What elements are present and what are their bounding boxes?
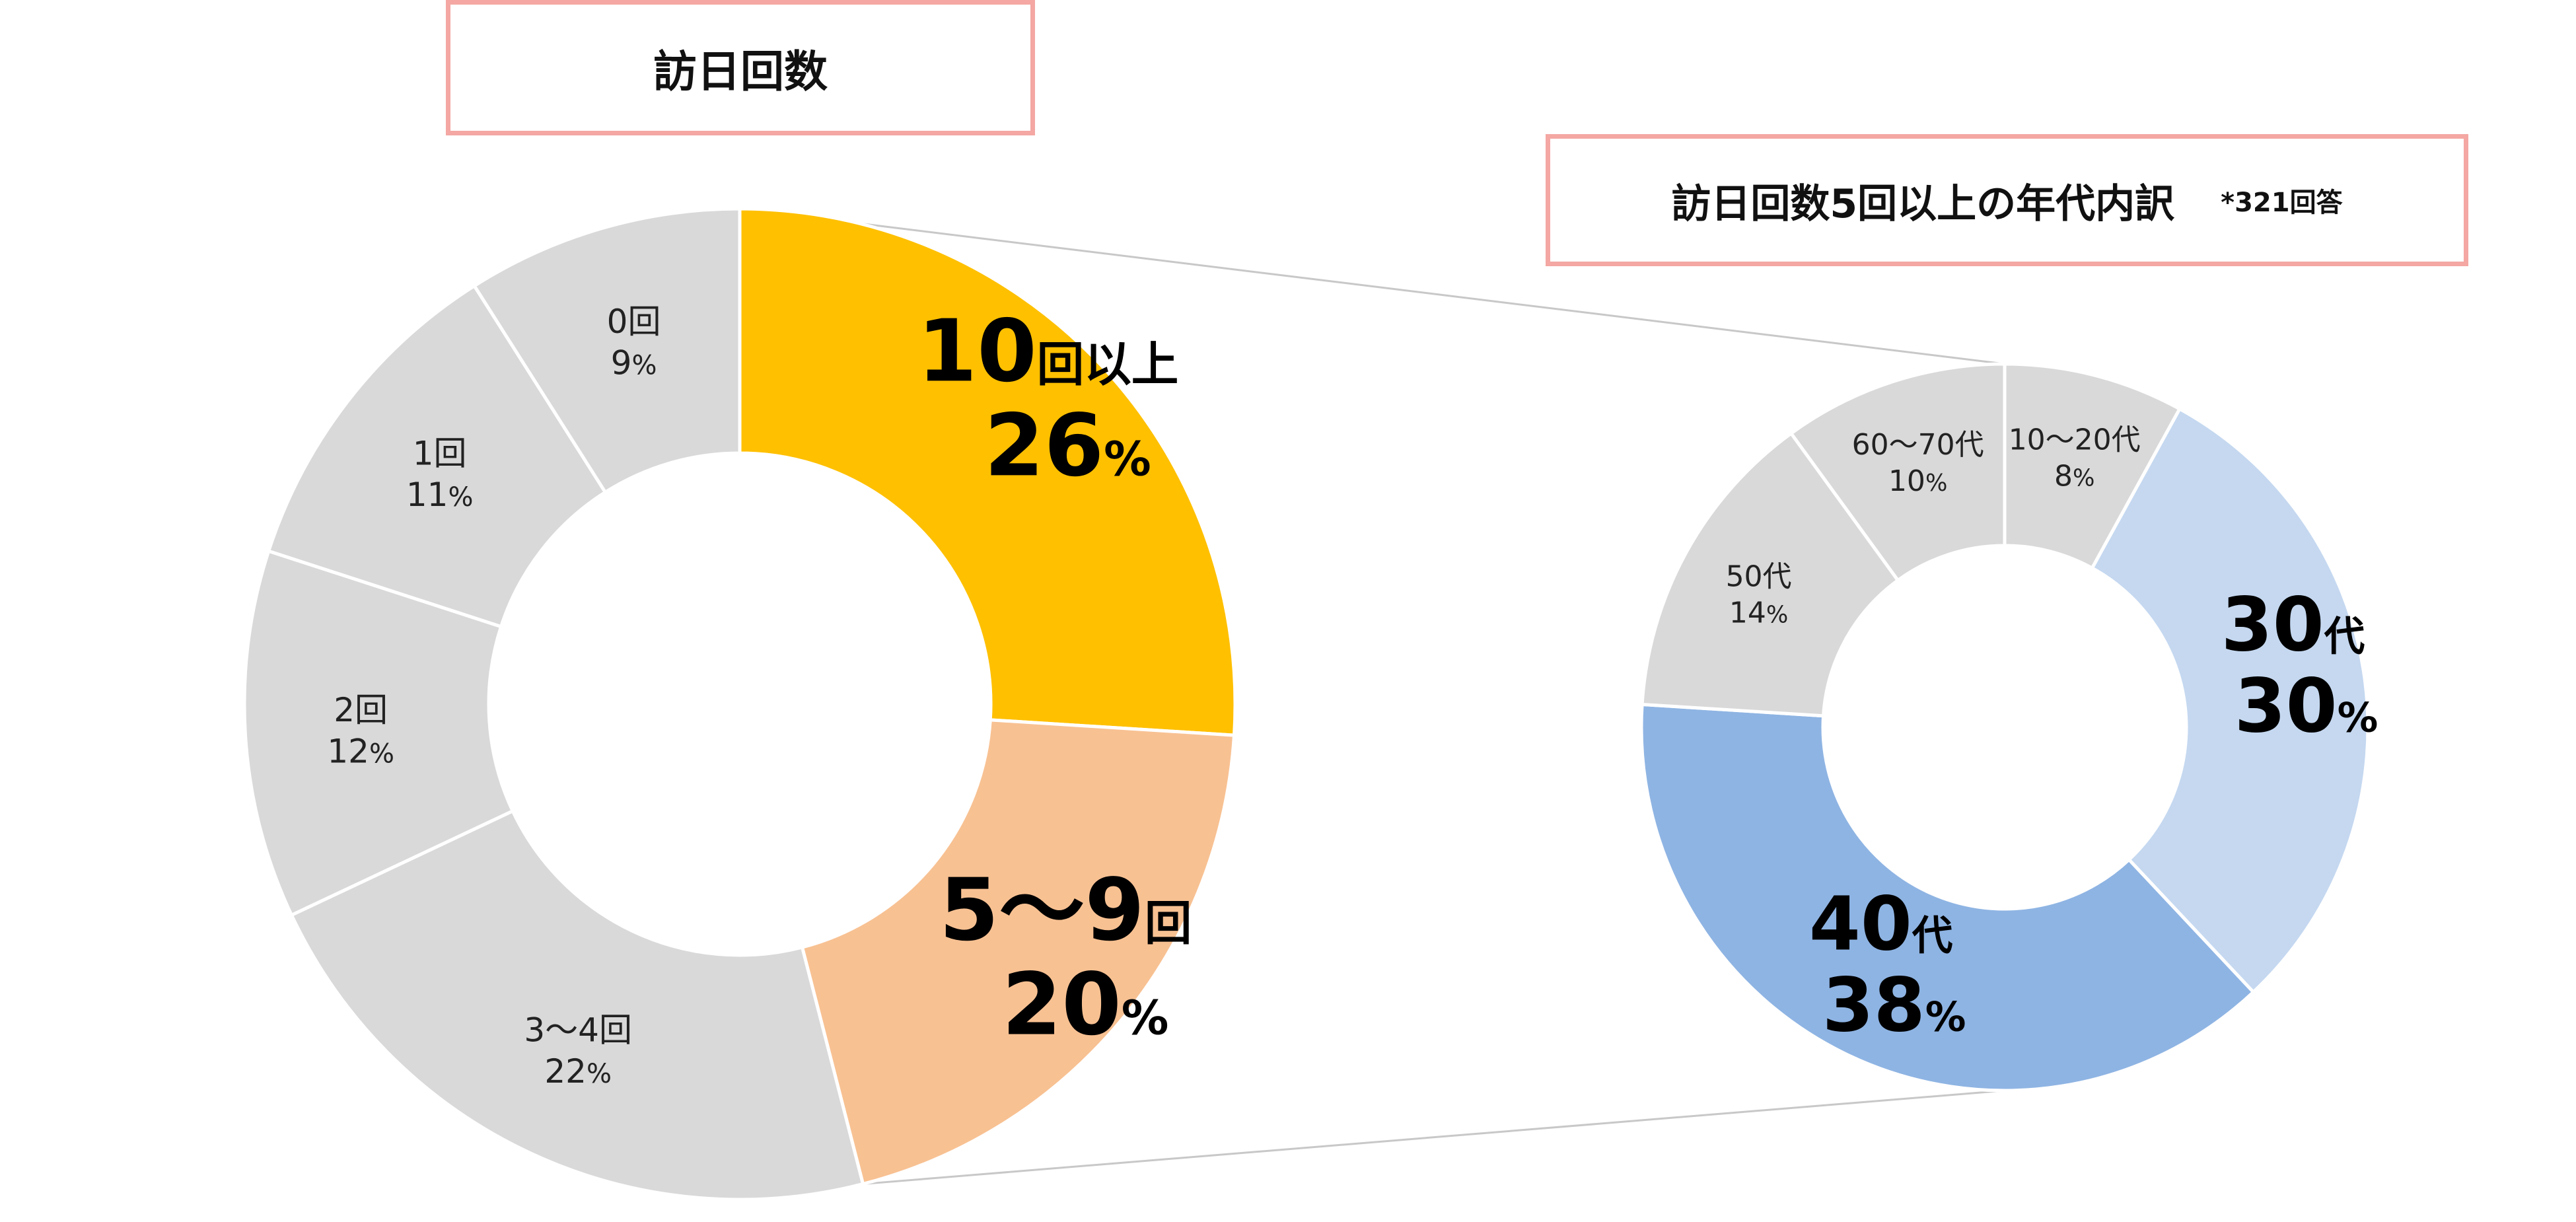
donut0-label-3-4-times: 3〜4回 [524,1011,632,1049]
chart-title-visits: 訪日回数 [446,0,1035,135]
response-count-note: *321回答 [2221,188,2343,218]
donut0-value-10-plus: 26% [984,395,1151,495]
donut0-slice-10-plus [738,207,1237,737]
chart-title-age-breakdown: 訪日回数5回以上の年代内訳 *321回答 [1546,134,2468,266]
donut0-value-0-times: 9% [611,343,657,382]
donut1-label-40s: 40代 [1809,882,1953,968]
donut1-value-40s: 38% [1822,963,1966,1049]
donut1-slice-40s [1639,702,2256,1093]
donut1-slice-50s [1640,431,1900,718]
donut1-value-50s: 14% [1729,596,1788,629]
donut1-label-60-70s: 60〜70代 [1852,428,1984,462]
donut1-label-30s: 30代 [2221,582,2365,668]
donut0-slice-5-9-times [800,718,1236,1186]
donut0-slice-2-times [242,549,515,917]
connector-line-bottom [863,1089,2005,1185]
donut0-label-5-9-times: 5〜9回 [939,859,1192,960]
donut0-label-1-times: 1回 [413,435,467,473]
donut1-value-30s: 30% [2235,663,2379,749]
donut1-slice-30s [2090,406,2370,995]
donut0-slice-1-times [266,283,608,629]
connector-line-top [739,207,2005,365]
donut1-label-50s: 50代 [1726,559,1792,593]
donut0-value-2-times: 12% [327,733,394,771]
donut0-value-1-times: 11% [406,476,474,514]
donut1-label-10-20s: 10〜20代 [2009,423,2141,457]
chart-title-visits-text: 訪日回数 [653,46,828,97]
donut0-label-10-plus: 10回以上 [917,301,1178,401]
donut0-slice-0-times [472,207,742,495]
donut0-label-2-times: 2回 [334,691,388,729]
donut0-value-5-9-times: 20% [1002,954,1169,1054]
chart-title-age-breakdown-text: 訪日回数5回以上の年代内訳 [1671,180,2175,227]
donut0-value-3-4-times: 22% [544,1052,612,1091]
donut1-value-10-20s: 8% [2054,460,2094,493]
donut0-slice-3-4-times [289,809,865,1202]
donut0-label-0-times: 0回 [607,303,661,341]
donut1-value-60-70s: 10% [1888,464,1947,498]
donut1-slice-60-70s [1789,362,2007,583]
